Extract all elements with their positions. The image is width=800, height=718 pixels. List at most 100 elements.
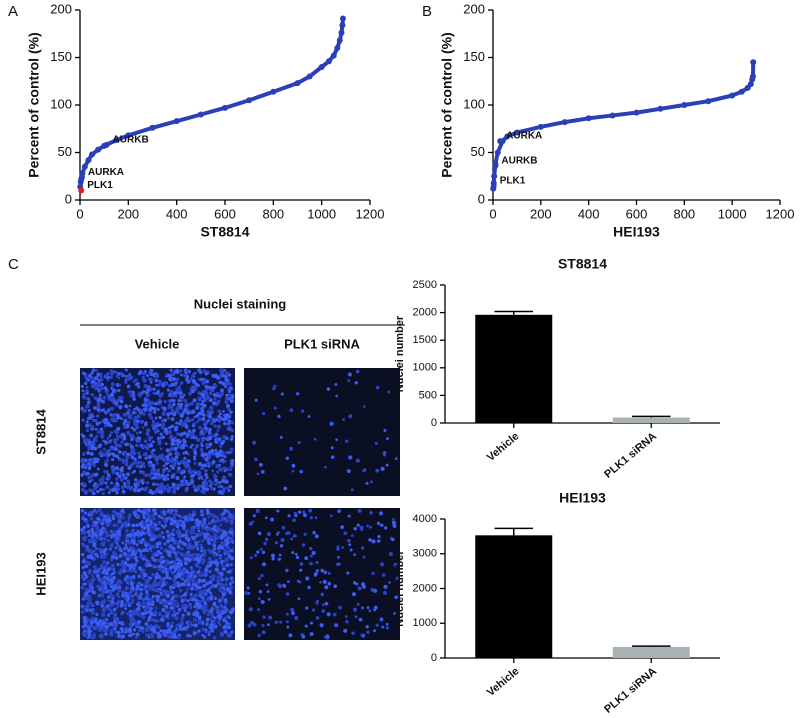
nucleus: [162, 589, 166, 593]
nucleus: [129, 375, 134, 380]
y-tick-label: 4000: [413, 513, 437, 525]
nucleus: [99, 487, 103, 492]
point: [270, 88, 277, 95]
nucleus: [155, 527, 159, 531]
nucleus: [174, 552, 178, 556]
nucleus: [180, 600, 184, 604]
nucleus: [212, 553, 217, 557]
nucleus: [125, 455, 128, 458]
nucleus: [101, 491, 105, 496]
nucleus: [91, 574, 95, 578]
nucleus: [211, 577, 215, 582]
nucleus: [198, 474, 202, 478]
nucleus: [133, 457, 137, 462]
nucleus: [227, 419, 232, 423]
nucleus: [197, 540, 201, 544]
nucleus: [220, 516, 224, 520]
point: [585, 115, 592, 122]
nucleus: [90, 447, 94, 451]
nucleus: [143, 439, 148, 443]
nucleus: [221, 535, 225, 539]
nucleus: [179, 369, 183, 373]
nucleus: [84, 592, 89, 596]
nucleus: [174, 599, 178, 603]
nucleus: [176, 602, 180, 606]
nucleus: [105, 618, 109, 622]
nucleus: [117, 388, 121, 393]
nucleus: [362, 555, 366, 559]
nucleus: [345, 619, 349, 624]
nucleus: [80, 585, 85, 590]
nucleus: [120, 559, 125, 564]
nucleus: [122, 551, 127, 556]
bar: [612, 417, 690, 423]
nucleus: [196, 383, 200, 387]
nucleus: [223, 421, 227, 426]
nucleus: [183, 398, 188, 403]
nucleus: [382, 573, 386, 577]
nucleus: [129, 564, 133, 568]
nucleus: [80, 552, 85, 557]
nucleus: [100, 520, 104, 524]
nucleus: [303, 532, 307, 536]
nucleus: [222, 625, 226, 630]
nucleus: [102, 395, 107, 400]
nucleus: [118, 553, 123, 558]
nucleus: [211, 469, 215, 473]
nucleus: [213, 543, 217, 548]
x-tick-label: 200: [117, 206, 139, 221]
nucleus: [387, 390, 391, 394]
point: [197, 111, 204, 118]
nucleus: [225, 621, 230, 625]
nucleus: [135, 543, 139, 547]
staining-title: Nuclei staining: [194, 296, 287, 311]
nucleus: [104, 579, 110, 584]
nucleus: [119, 417, 123, 420]
nucleus: [153, 511, 158, 516]
nucleus: [142, 587, 146, 591]
nucleus: [87, 586, 92, 591]
nucleus: [228, 633, 233, 637]
nucleus: [347, 514, 351, 518]
nucleus: [138, 430, 142, 434]
nucleus: [152, 558, 156, 562]
nucleus: [204, 567, 209, 572]
annotation: AURKA: [88, 167, 124, 178]
nucleus: [230, 459, 235, 464]
nucleus: [159, 551, 163, 555]
nucleus: [93, 538, 97, 543]
nucleus: [190, 443, 194, 447]
nucleus: [221, 563, 225, 567]
nucleus: [229, 437, 234, 441]
nucleus: [177, 461, 181, 466]
nucleus: [172, 561, 177, 566]
nucleus: [176, 627, 180, 631]
nucleus: [147, 602, 152, 606]
nucleus: [108, 574, 112, 578]
nucleus: [352, 607, 358, 612]
nucleus: [195, 534, 199, 538]
nucleus: [224, 532, 228, 536]
nucleus: [207, 548, 210, 551]
nucleus: [266, 623, 270, 627]
y-tick-label: 50: [58, 144, 72, 159]
point: [738, 88, 745, 95]
nucleus: [360, 633, 364, 637]
nucleus: [162, 477, 167, 481]
nucleus: [106, 378, 110, 382]
nucleus: [274, 541, 279, 545]
nucleus: [260, 469, 265, 474]
nucleus: [110, 603, 114, 608]
nucleus: [204, 472, 208, 477]
nucleus: [154, 576, 158, 580]
nucleus: [217, 437, 222, 442]
nucleus: [172, 550, 176, 554]
nucleus: [89, 581, 94, 586]
gene-point: [492, 162, 499, 169]
nucleus: [103, 575, 107, 579]
nucleus: [164, 570, 169, 575]
nucleus: [311, 551, 316, 556]
nucleus: [355, 458, 360, 463]
nucleus: [214, 435, 217, 439]
nucleus: [222, 586, 226, 590]
